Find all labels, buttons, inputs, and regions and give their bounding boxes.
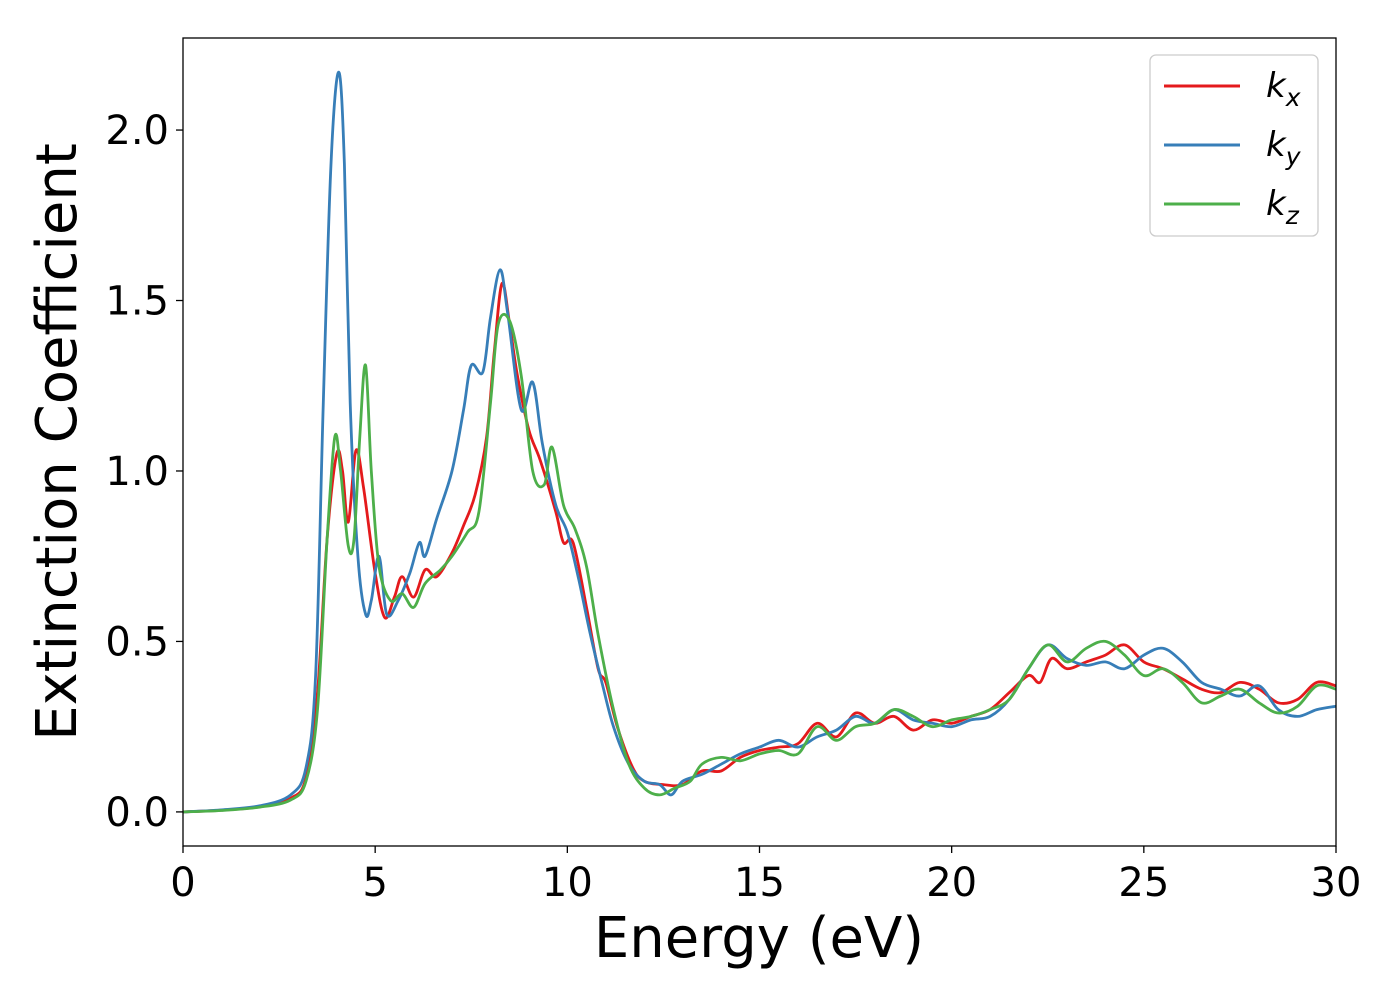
y-tick-label: 2.0 (105, 108, 169, 154)
y-tick-label: 1.0 (105, 449, 169, 495)
x-tick-label: 30 (1311, 860, 1362, 906)
y-tick-label: 0.0 (105, 790, 169, 836)
legend-label-x: kx (1266, 66, 1301, 112)
legend-subscript: y (1285, 142, 1302, 171)
x-tick-label: 10 (542, 860, 593, 906)
legend-subscript: x (1285, 83, 1301, 112)
x-tick-label: 20 (926, 860, 977, 906)
y-axis-title: Extinction Coefficient (25, 143, 90, 741)
x-tick-label: 25 (1118, 860, 1169, 906)
series-line-z (182, 312, 1337, 814)
series-layer (182, 70, 1337, 814)
x-axis-title: Energy (eV) (594, 906, 924, 971)
x-tick-label: 15 (734, 860, 785, 906)
y-tick-label: 0.5 (105, 619, 169, 665)
plot-frame (182, 37, 1337, 847)
x-tick-label: 0 (170, 860, 195, 906)
series-line-y (182, 70, 1337, 814)
legend-subscript: z (1285, 201, 1300, 230)
x-tick-label: 5 (362, 860, 387, 906)
ticks-layer: 0 5 10 15 20 25 30 0.0 0.5 1.0 1.5 2.0 (105, 108, 1361, 906)
y-tick-label: 1.5 (105, 279, 169, 325)
